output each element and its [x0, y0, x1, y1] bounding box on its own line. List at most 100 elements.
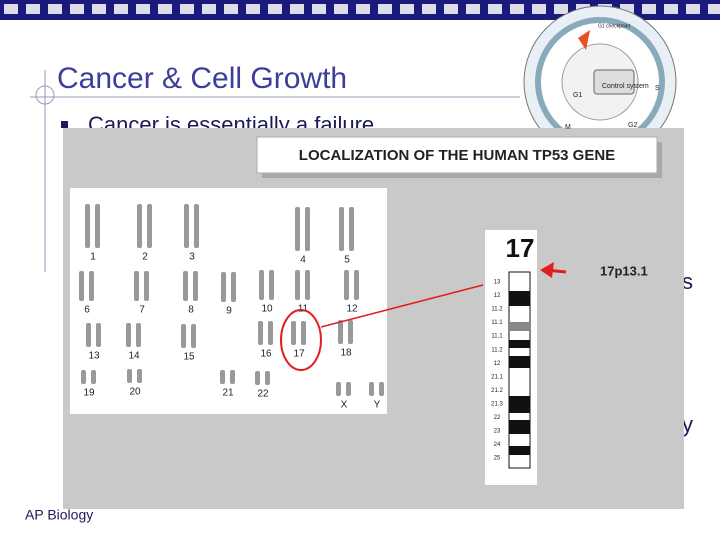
bar-square — [444, 4, 458, 14]
chromosome — [301, 321, 306, 345]
karyotype-label: 12 — [346, 304, 358, 315]
band — [509, 420, 530, 434]
chromosome — [295, 270, 300, 300]
karyotype-label: 3 — [189, 252, 195, 263]
chromosome — [344, 270, 349, 300]
chromosome — [126, 323, 131, 347]
band-label: 23 — [494, 429, 501, 435]
banner-text: LOCALIZATION OF THE HUMAN TP53 GENE — [299, 147, 615, 164]
bar-square — [642, 4, 656, 14]
chromosome — [137, 204, 142, 248]
karyotype-label: 18 — [340, 348, 352, 359]
band — [509, 446, 530, 455]
chromosome — [349, 207, 354, 251]
cell-cycle-labels: G1 checkpoint Control system G1 S M G2 — [565, 23, 660, 131]
bar-square — [510, 4, 524, 14]
chromosome — [269, 270, 274, 300]
text-fragment: s — [682, 269, 693, 294]
slide-title: Cancer & Cell Growth — [57, 62, 347, 95]
band-label: 11.1 — [491, 334, 503, 340]
bar-square — [620, 4, 634, 14]
karyotype-label: X — [341, 400, 348, 411]
bar-square — [664, 4, 678, 14]
karyotype-label: 8 — [188, 305, 194, 316]
band-label: 13 — [494, 280, 501, 286]
band-label: 22 — [494, 415, 501, 421]
bar-square — [400, 4, 414, 14]
band-label: 21.2 — [491, 388, 503, 394]
karyotype-label: 16 — [260, 349, 272, 360]
band-label: 11.2 — [491, 307, 503, 313]
band — [509, 291, 530, 306]
bar-square — [378, 4, 392, 14]
chromosome — [89, 271, 94, 301]
karyotype-label: 6 — [84, 305, 90, 316]
text-fragment: y — [682, 412, 693, 437]
bar-square — [466, 4, 480, 14]
karyotype-label: 14 — [128, 351, 140, 362]
chromosome — [91, 370, 96, 384]
bar-square — [180, 4, 194, 14]
bar-square — [554, 4, 568, 14]
karyotype-label: 4 — [300, 255, 306, 266]
bar-square — [686, 4, 700, 14]
bar-square — [48, 4, 62, 14]
highlight-circle — [280, 309, 322, 371]
karyotype-label: 5 — [344, 255, 350, 266]
crosshair — [35, 85, 55, 105]
ideogram-label: 17 — [506, 233, 535, 263]
cycle-label: G1 — [573, 92, 582, 99]
chromosome — [291, 321, 296, 345]
karyotype-label: 19 — [83, 388, 95, 399]
chromosome — [255, 371, 260, 385]
chromosome — [268, 321, 273, 345]
chromosome — [230, 370, 235, 384]
chromosome — [379, 382, 384, 396]
chromosome — [354, 270, 359, 300]
bar-square — [136, 4, 150, 14]
chromosome — [336, 382, 341, 396]
cell-cycle-diagram — [523, 5, 677, 159]
chromosome — [181, 324, 186, 348]
karyotype-label: 13 — [88, 351, 100, 362]
chromosome — [259, 270, 264, 300]
band — [509, 322, 530, 331]
chromosome — [295, 207, 300, 251]
bullet-marker — [61, 121, 68, 128]
chromosome — [231, 272, 236, 302]
chromosome — [339, 207, 344, 251]
bar-square — [202, 4, 216, 14]
bar-square — [422, 4, 436, 14]
karyotype-label: Y — [374, 400, 381, 411]
band — [509, 356, 530, 368]
chromosome — [258, 321, 263, 345]
band-label: 12 — [494, 361, 501, 367]
bar-square — [708, 4, 720, 14]
chromosome — [265, 371, 270, 385]
bar-square — [4, 4, 18, 14]
chromosome — [194, 204, 199, 248]
bar-square — [334, 4, 348, 14]
chromosome — [193, 271, 198, 301]
chromosome — [338, 320, 343, 344]
bar-square — [488, 4, 502, 14]
chromosome — [85, 204, 90, 248]
chromosome — [147, 204, 152, 248]
band-label: 24 — [494, 442, 501, 448]
band-label: 11.1 — [491, 320, 503, 326]
banner — [256, 136, 658, 174]
bar-square — [246, 4, 260, 14]
chromosome — [305, 207, 310, 251]
chromosome — [137, 369, 142, 383]
chromosome — [96, 323, 101, 347]
bar-square — [532, 4, 546, 14]
band-label: 25 — [494, 456, 501, 462]
chromosome — [221, 272, 226, 302]
karyotype-label: 9 — [226, 306, 232, 317]
chromosome — [183, 271, 188, 301]
band-label: 11.2 — [491, 347, 503, 353]
bar-square — [158, 4, 172, 14]
